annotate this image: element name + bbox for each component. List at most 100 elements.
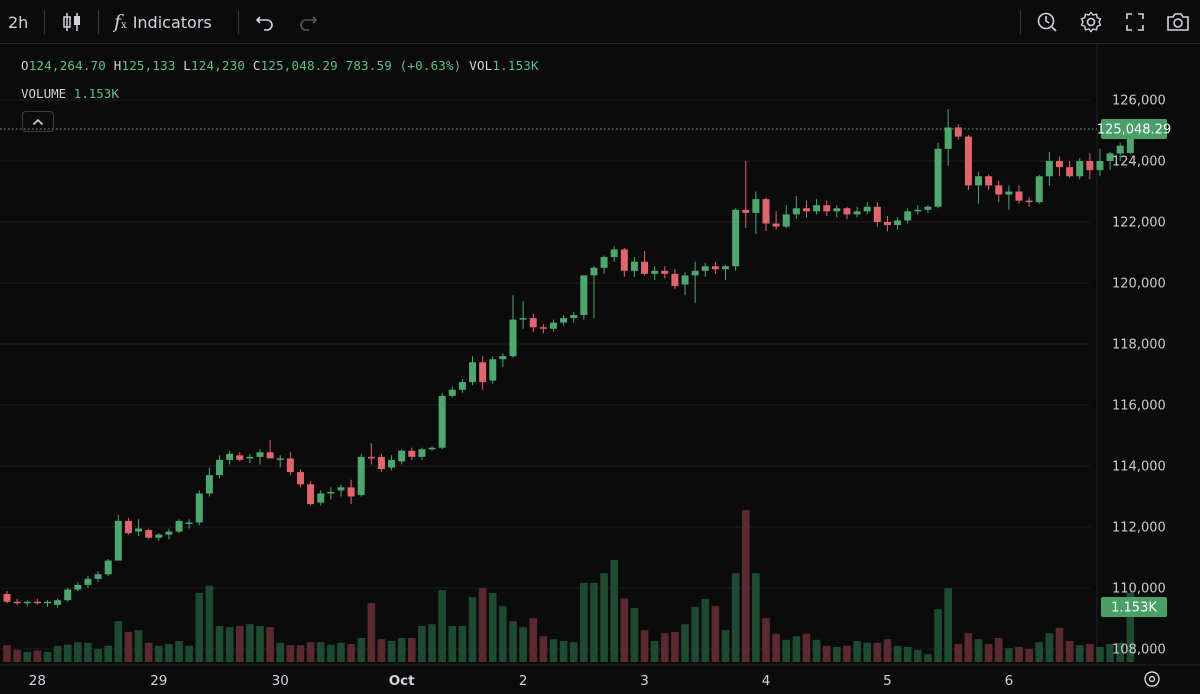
candle-body <box>539 327 547 329</box>
candle-body <box>752 199 760 213</box>
volume-legend: VOLUME 1.153K <box>21 86 119 101</box>
volume-bar <box>114 621 123 662</box>
alert-button[interactable] <box>1035 0 1059 44</box>
candle-body <box>620 249 628 271</box>
settings-button[interactable] <box>1079 0 1103 44</box>
volume-bar <box>1086 644 1094 662</box>
volume-bar <box>499 606 507 662</box>
chart-toolbar: 2h fx Indicators <box>0 0 1200 44</box>
volume-bar <box>468 597 477 662</box>
volume-bar <box>63 644 72 662</box>
candle-body <box>226 453 234 460</box>
candle-body <box>509 319 517 357</box>
volume-bar <box>539 636 548 662</box>
chart-settings-icon[interactable] <box>1144 671 1160 687</box>
volume-bar <box>650 641 659 662</box>
toolbar-separator <box>98 10 99 34</box>
fullscreen-button[interactable] <box>1123 0 1147 44</box>
volume-bar <box>954 644 963 662</box>
candle-body <box>1086 161 1094 171</box>
interval-label: 2h <box>8 12 29 32</box>
candle-body <box>1035 176 1043 203</box>
candle-body <box>995 185 1003 195</box>
volume-tag: 1.153K <box>1111 601 1157 616</box>
collapse-legend-button[interactable] <box>22 111 54 132</box>
volume-bar <box>458 626 467 662</box>
price-tick-label: 122,000 <box>1112 216 1166 231</box>
volume-bar <box>377 639 386 662</box>
volume-bar <box>144 642 153 662</box>
candle-body <box>135 528 143 532</box>
price-tick-label: 108,000 <box>1112 643 1166 658</box>
volume-bar <box>640 630 649 662</box>
undo-button[interactable] <box>254 0 276 44</box>
candle-body <box>94 574 102 579</box>
volume-bar <box>721 630 730 662</box>
last-price-tag-bg <box>1101 119 1167 140</box>
alert-icon <box>1037 12 1057 32</box>
candle-body <box>1076 161 1084 177</box>
screenshot-button[interactable] <box>1165 0 1191 44</box>
chart-type-button[interactable] <box>60 0 84 44</box>
indicators-label: Indicators <box>132 12 212 32</box>
candle-body <box>64 589 72 601</box>
candle-body <box>975 176 983 186</box>
volume-bar <box>13 650 21 662</box>
candle-body <box>722 266 730 270</box>
volume-bar <box>235 626 244 662</box>
indicators-button[interactable]: fx Indicators <box>114 0 212 44</box>
volume-bar <box>731 573 740 662</box>
candle-body <box>762 199 770 224</box>
candle-body <box>792 208 800 215</box>
price-axis: 126,000 124,000 122,000 120,000 118,000 116,0… <box>1112 94 1166 658</box>
candle-body <box>651 270 659 274</box>
interval-button[interactable]: 2h <box>8 0 28 44</box>
volume-bar <box>53 645 62 662</box>
volume-bar <box>802 633 811 662</box>
close-value: 125,048.29 <box>260 58 338 73</box>
volume-bar <box>691 606 699 662</box>
volume-tag-bg <box>1101 597 1167 617</box>
volume-bar <box>397 638 406 662</box>
volume-bar <box>822 645 831 662</box>
time-tick-label: 29 <box>150 673 167 689</box>
candle-body <box>469 362 477 383</box>
candle-body <box>175 520 183 532</box>
candle-body <box>924 206 932 210</box>
candle-body <box>1055 161 1063 168</box>
candle-body <box>104 560 112 575</box>
close-key: C <box>252 58 261 73</box>
candle-body <box>883 222 891 226</box>
candle-body <box>327 491 335 494</box>
candle-body <box>448 389 456 396</box>
candle-body <box>337 487 345 491</box>
candle-body <box>742 209 750 213</box>
volume-bar <box>104 645 112 662</box>
grid-lines <box>0 44 1200 666</box>
candle-body <box>570 315 578 319</box>
volume-bar <box>155 645 163 662</box>
candle-body <box>216 459 224 476</box>
candle-body <box>23 601 31 604</box>
volume-bar <box>205 585 214 662</box>
function-icon: fx <box>114 11 127 33</box>
time-tick-label: 5 <box>883 673 892 689</box>
volume-bar <box>23 651 32 662</box>
gear-ring <box>1144 671 1160 687</box>
volume-bar <box>752 573 760 662</box>
candle-body <box>398 450 406 462</box>
price-tick-label: 118,000 <box>1112 338 1166 353</box>
time-axis: 28 29 30 Oct 2 3 4 5 6 <box>29 671 1160 689</box>
volume-bar <box>438 590 446 662</box>
candle-body <box>367 456 375 459</box>
volume-bar <box>1116 642 1124 662</box>
candle-body <box>863 206 871 212</box>
open-key: O <box>21 58 29 73</box>
last-price-tag: 125,048.29 <box>1097 123 1171 138</box>
volume-bar <box>134 630 143 662</box>
candle-body <box>377 456 385 470</box>
candle-body <box>590 267 598 276</box>
volume-bar <box>630 608 639 662</box>
redo-button[interactable] <box>297 0 319 44</box>
